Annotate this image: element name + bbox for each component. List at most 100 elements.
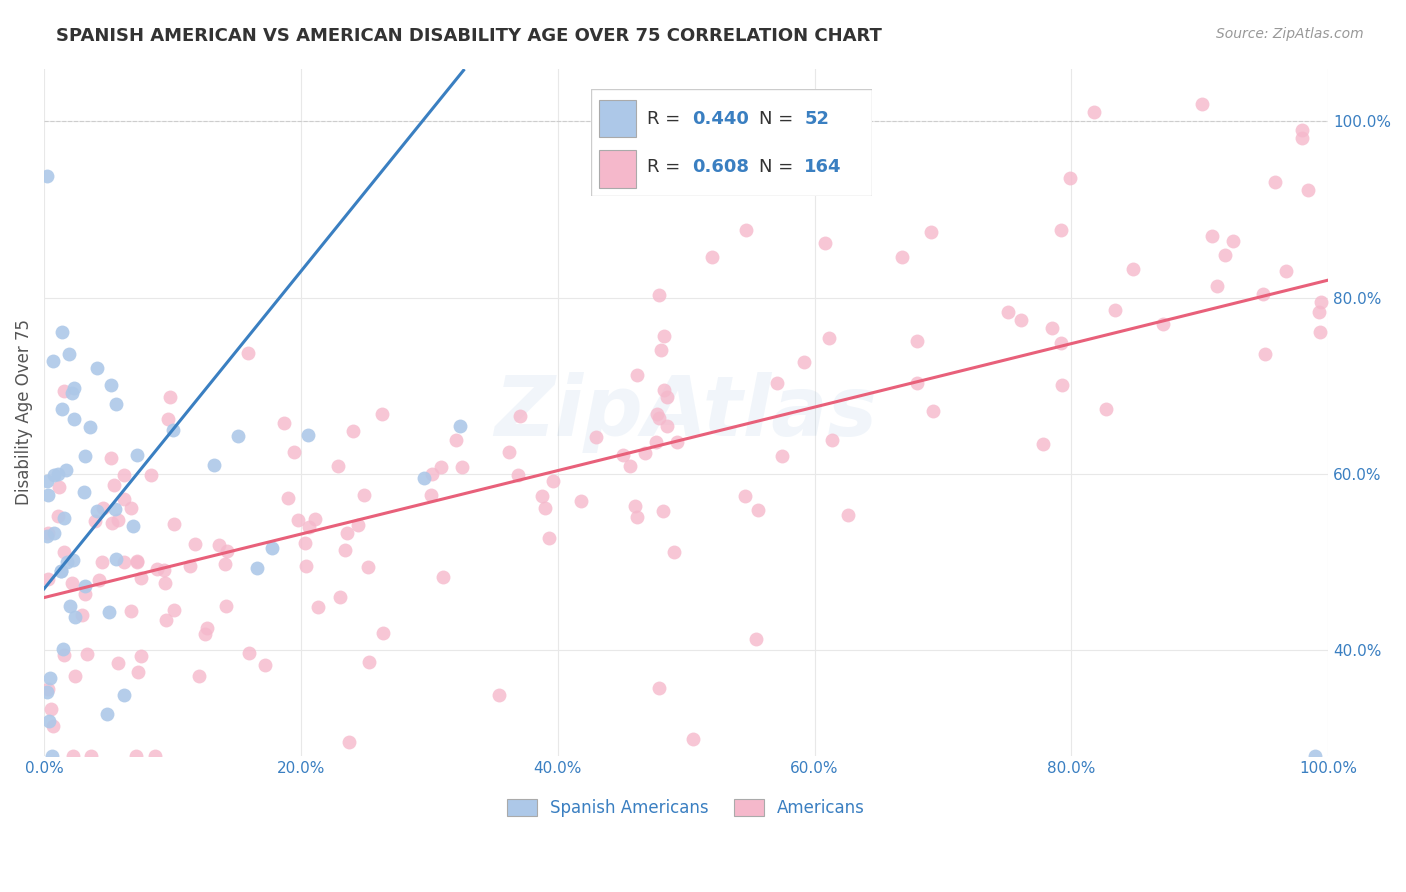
Point: [747, 503, 769, 517]
Point: [37, 488, 59, 502]
Point: [49, 564, 72, 578]
Text: 164: 164: [804, 158, 842, 176]
Point: [91, 501, 114, 516]
Point: [346, 517, 368, 532]
Point: [254, 658, 277, 673]
Point: [626, 368, 648, 382]
Point: [76, 647, 98, 661]
Point: [770, 449, 793, 463]
Point: [277, 491, 299, 505]
Point: [73, 450, 96, 464]
Point: [430, 460, 453, 475]
Point: [1264, 175, 1286, 189]
Point: [1052, 378, 1074, 392]
Point: [662, 545, 685, 559]
Point: [1291, 123, 1313, 137]
Point: [648, 681, 671, 695]
Point: [143, 749, 166, 764]
Point: [184, 537, 207, 551]
Point: [488, 688, 510, 702]
Point: [104, 552, 127, 566]
Point: [55, 463, 77, 477]
Point: [1050, 335, 1073, 350]
Text: R =: R =: [647, 158, 686, 176]
Point: [1059, 171, 1081, 186]
Point: [129, 648, 152, 663]
Point: [905, 376, 928, 390]
Point: [648, 410, 671, 425]
Point: [449, 418, 471, 433]
Point: [215, 599, 238, 613]
Point: [626, 510, 648, 524]
Point: [333, 542, 356, 557]
Point: [153, 563, 176, 577]
Point: [1032, 437, 1054, 451]
Point: [35, 169, 58, 184]
Point: [444, 434, 467, 448]
Point: [42, 526, 65, 541]
Point: [647, 288, 669, 302]
Point: [287, 513, 309, 527]
Point: [1122, 262, 1144, 277]
Point: [534, 500, 557, 515]
Point: [651, 503, 673, 517]
Point: [73, 587, 96, 601]
Point: [194, 627, 217, 641]
Point: [238, 646, 260, 660]
Point: [307, 599, 329, 614]
Point: [652, 328, 675, 343]
Point: [655, 390, 678, 404]
Text: N =: N =: [759, 110, 799, 128]
Point: [79, 420, 101, 434]
Point: [52, 544, 75, 558]
Point: [37, 684, 59, 698]
Point: [612, 448, 634, 462]
Point: [104, 502, 127, 516]
Point: [1206, 279, 1229, 293]
Point: [531, 489, 554, 503]
Point: [179, 559, 201, 574]
Point: [107, 512, 129, 526]
Point: [63, 610, 86, 624]
Point: [1215, 248, 1237, 262]
Point: [619, 458, 641, 473]
Point: [35, 529, 58, 543]
Point: [48, 480, 70, 494]
Point: [58, 347, 80, 361]
Point: [37, 525, 59, 540]
Point: [124, 749, 146, 764]
Point: [837, 508, 859, 522]
Point: [97, 605, 120, 619]
Point: [60, 575, 83, 590]
Point: [295, 559, 318, 574]
Point: [745, 632, 768, 646]
Point: [1040, 320, 1063, 334]
Text: R =: R =: [647, 110, 686, 128]
Point: [37, 572, 59, 586]
Point: [734, 489, 756, 503]
Point: [814, 235, 837, 250]
Point: [236, 345, 259, 359]
Point: [451, 459, 474, 474]
Point: [195, 621, 218, 635]
Point: [155, 613, 177, 627]
Point: [226, 429, 249, 443]
Point: [623, 499, 645, 513]
Point: [91, 555, 114, 569]
Point: [86, 361, 108, 376]
Text: N =: N =: [759, 158, 799, 176]
Point: [413, 470, 436, 484]
Point: [139, 467, 162, 482]
Point: [46, 467, 69, 482]
Point: [1308, 305, 1330, 319]
Point: [645, 407, 668, 421]
Point: [1296, 183, 1319, 197]
Point: [56, 555, 79, 569]
Point: [1222, 234, 1244, 248]
Point: [336, 526, 359, 541]
Point: [1254, 347, 1277, 361]
Point: [821, 433, 844, 447]
Point: [145, 562, 167, 576]
Point: [163, 516, 186, 531]
Point: [63, 669, 86, 683]
